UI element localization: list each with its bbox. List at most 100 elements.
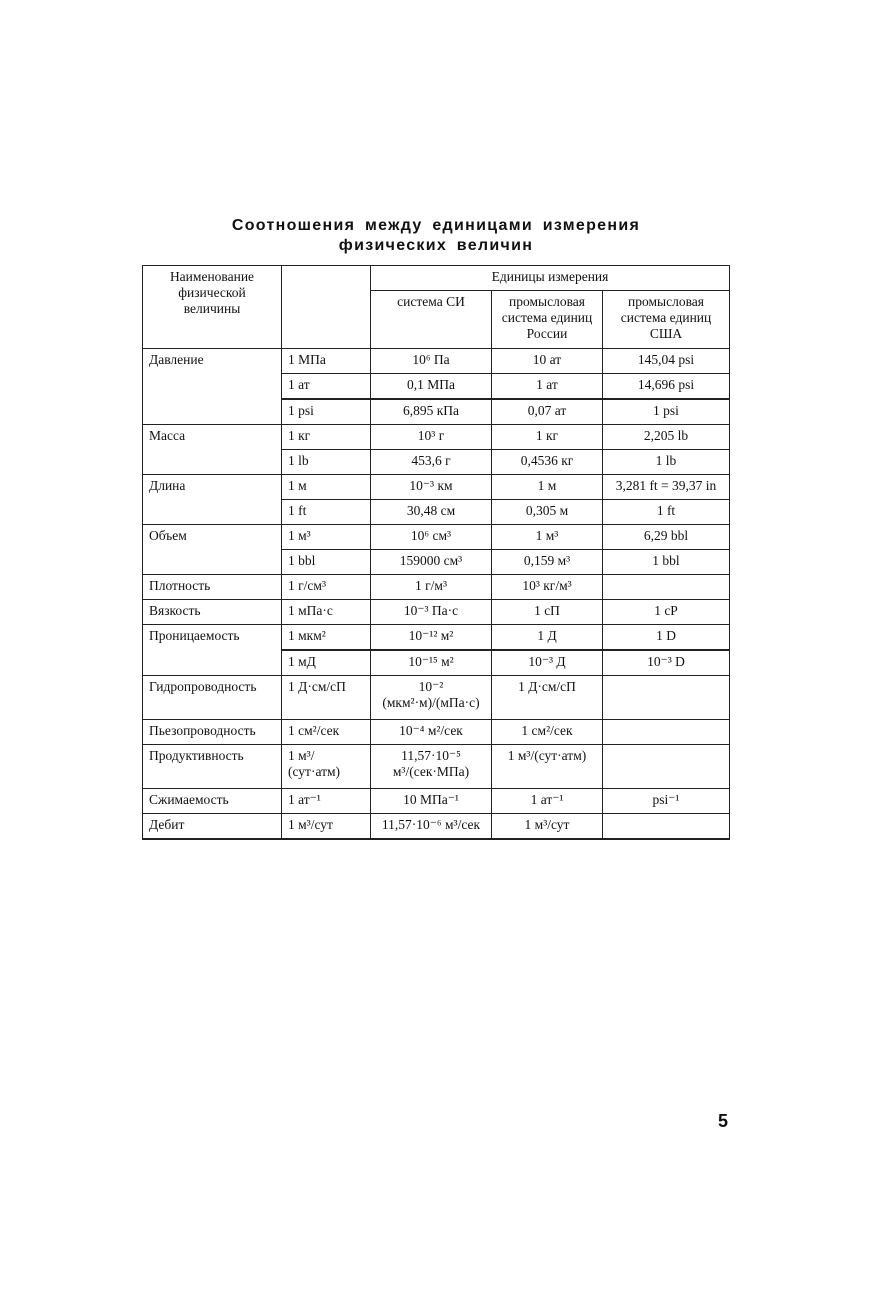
- si-cell: 453,6 г: [370, 449, 492, 475]
- russia-cell: 1 кг: [491, 424, 603, 450]
- unit-cell: 1 м: [281, 474, 371, 500]
- table-row: Продуктивность 1 м³/ (сут·атм) 11,57·10⁻⁵ …: [142, 744, 730, 789]
- si-cell: 10⁶ Па: [370, 348, 492, 374]
- si-cell: 10⁻⁴ м²/сек: [370, 719, 492, 745]
- units-conversion-table: Наименование физической величины Единицы…: [142, 265, 730, 840]
- header-usa: промысловая система единиц США: [602, 290, 730, 349]
- russia-cell: 1 м³/(сут·атм): [491, 744, 603, 789]
- si-cell: 30,48 см: [370, 499, 492, 525]
- russia-cell: 1 ат: [491, 373, 603, 400]
- quantity-name: Сжимаемость: [142, 788, 282, 814]
- unit-cell: 1 ат: [281, 373, 371, 400]
- usa-cell: 3,281 ft = 39,37 in: [602, 474, 730, 500]
- si-cell: 10⁻³ Па·с: [370, 599, 492, 625]
- russia-cell: 1 Д·см/сП: [491, 675, 603, 720]
- header-blank: [281, 265, 371, 349]
- russia-cell: 0,159 м³: [491, 549, 603, 575]
- russia-cell: 10³ кг/м³: [491, 574, 603, 600]
- table-title: Соотношения между единицами измерения фи…: [142, 216, 730, 256]
- usa-cell: 1 D: [602, 624, 730, 651]
- usa-cell: [602, 574, 730, 600]
- russia-cell: 1 Д: [491, 624, 603, 651]
- unit-cell: 1 lb: [281, 449, 371, 475]
- header-units: Единицы измерения: [370, 265, 730, 291]
- unit-cell: 1 МПа: [281, 348, 371, 374]
- russia-cell: 1 м³/сут: [491, 813, 603, 840]
- table-row: 1 мД 10⁻¹⁵ м² 10⁻³ Д 10⁻³ D: [143, 649, 730, 676]
- table-row: 1 lb 453,6 г 0,4536 кг 1 lb: [143, 449, 730, 475]
- table-row: Гидропроводность 1 Д·см/сП 10⁻² (мкм²·м)/(…: [142, 675, 730, 720]
- quantity-name: Давление: [142, 348, 282, 425]
- unit-cell: 1 м³/сут: [281, 813, 371, 840]
- si-cell: 159000 см³: [370, 549, 492, 575]
- unit-cell: 1 ат⁻¹: [281, 788, 371, 814]
- russia-cell: 1 м: [491, 474, 603, 500]
- header-quantity-name: Наименование физической величины: [142, 265, 282, 349]
- quantity-name: Проницаемость: [142, 624, 282, 676]
- si-cell: 10 МПа⁻¹: [370, 788, 492, 814]
- usa-cell: 1 ft: [602, 499, 730, 525]
- table-row: Объем 1 м³ 10⁶ см³ 1 м³ 6,29 bbl: [142, 524, 730, 575]
- unit-cell: 1 ft: [281, 499, 371, 525]
- quantity-name: Плотность: [142, 574, 282, 600]
- table-row: 1 psi 6,895 кПа 0,07 ат 1 psi: [143, 398, 730, 425]
- title-line-2: физических величин: [338, 237, 534, 254]
- quantity-name: Длина: [142, 474, 282, 525]
- table-row: Пьезопроводность 1 см²/сек 10⁻⁴ м²/сек 1 см…: [142, 719, 730, 745]
- usa-cell: 1 lb: [602, 449, 730, 475]
- russia-cell: 1 сП: [491, 599, 603, 625]
- si-cell: 6,895 кПа: [370, 398, 492, 425]
- usa-cell: 145,04 psi: [602, 348, 730, 374]
- usa-cell: 2,205 lb: [602, 424, 730, 450]
- quantity-name: Продуктивность: [142, 744, 282, 789]
- quantity-name: Гидропроводность: [142, 675, 282, 720]
- usa-cell: [602, 813, 730, 840]
- quantity-name: Масса: [142, 424, 282, 475]
- header-row-1: Наименование физической величины Единицы…: [142, 265, 730, 349]
- usa-cell: [602, 675, 730, 720]
- si-cell: 10⁻¹⁵ м²: [370, 649, 492, 676]
- unit-cell: 1 кг: [281, 424, 371, 450]
- russia-cell: 1 ат⁻¹: [491, 788, 603, 814]
- si-cell: 10³ г: [370, 424, 492, 450]
- usa-cell: 1 сP: [602, 599, 730, 625]
- table-row: Плотность 1 г/см³ 1 г/м³ 10³ кг/м³: [142, 574, 730, 600]
- table-row: Вязкость 1 мПа·с 10⁻³ Па·с 1 сП 1 сP: [142, 599, 730, 625]
- header-row-2: система СИ промысловая система единиц Ро…: [143, 290, 730, 349]
- si-cell: 10⁻³ км: [370, 474, 492, 500]
- russia-cell: 10⁻³ Д: [491, 649, 603, 676]
- si-cell: 1 г/м³: [370, 574, 492, 600]
- quantity-name: Вязкость: [142, 599, 282, 625]
- unit-cell: 1 г/см³: [281, 574, 371, 600]
- header-si: система СИ: [370, 290, 492, 349]
- russia-cell: 0,4536 кг: [491, 449, 603, 475]
- unit-cell: 1 м³: [281, 524, 371, 550]
- unit-cell: 1 psi: [281, 398, 371, 425]
- si-cell: 11,57·10⁻⁵ м³/(сек·МПа): [370, 744, 492, 789]
- table-row: 1 ат 0,1 МПа 1 ат 14,696 psi: [143, 373, 730, 400]
- unit-cell: 1 мПа·с: [281, 599, 371, 625]
- quantity-name: Объем: [142, 524, 282, 575]
- usa-cell: [602, 744, 730, 789]
- usa-cell: [602, 719, 730, 745]
- unit-cell: 1 см²/сек: [281, 719, 371, 745]
- russia-cell: 0,305 м: [491, 499, 603, 525]
- usa-cell: 14,696 psi: [602, 373, 730, 400]
- table-row: Давление 1 МПа 10⁶ Па 10 ат 145,04 psi: [142, 348, 730, 425]
- russia-cell: 1 м³: [491, 524, 603, 550]
- table-row: Дебит 1 м³/сут 11,57·10⁻⁶ м³/сек 1 м³/сут: [142, 813, 730, 840]
- russia-cell: 10 ат: [491, 348, 603, 374]
- usa-cell: 10⁻³ D: [602, 649, 730, 676]
- usa-cell: 6,29 bbl: [602, 524, 730, 550]
- si-cell: 10⁶ см³: [370, 524, 492, 550]
- si-cell: 10⁻¹² м²: [370, 624, 492, 651]
- usa-cell: 1 bbl: [602, 549, 730, 575]
- unit-cell: 1 bbl: [281, 549, 371, 575]
- header-russia: промысловая система единиц России: [491, 290, 603, 349]
- unit-cell: 1 м³/ (сут·атм): [281, 744, 371, 789]
- unit-cell: 1 мД: [281, 649, 371, 676]
- table-row: Сжимаемость 1 ат⁻¹ 10 МПа⁻¹ 1 ат⁻¹ psi⁻¹: [142, 788, 730, 814]
